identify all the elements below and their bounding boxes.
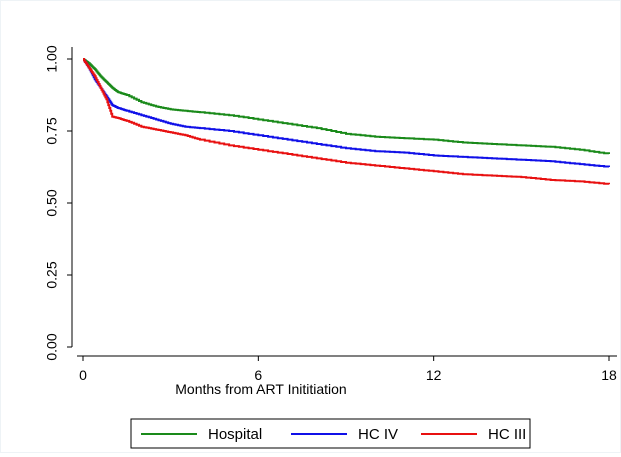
legend-label-hospital: Hospital: [208, 426, 262, 443]
y-tick-label: 0.50: [44, 189, 60, 216]
legend: Hospital HC IV HC III: [130, 418, 531, 449]
x-axis-label: Months from ART Inititiation: [175, 381, 346, 397]
x-tick-label: 0: [79, 367, 87, 383]
legend-label-hc-iii: HC III: [488, 426, 526, 443]
y-tick-label: 1.00: [44, 45, 60, 72]
series-line-hc-iii: [83, 58, 610, 185]
series-layer: [83, 58, 610, 185]
x-tick-label: 6: [254, 367, 262, 383]
x-tick-label: 12: [426, 367, 442, 383]
series-line-hc-iv: [83, 58, 610, 168]
y-tick-label: 0.00: [44, 333, 60, 360]
y-tick-label: 0.25: [44, 261, 60, 288]
x-tick-label: 18: [601, 367, 617, 383]
y-tick-label: 0.75: [44, 117, 60, 144]
axes: 0.00 0.25 0.50 0.75 1.00 0 6 12 18: [44, 45, 617, 383]
legend-label-hc-iv: HC IV: [358, 426, 398, 443]
series-line-hospital: [83, 58, 610, 155]
